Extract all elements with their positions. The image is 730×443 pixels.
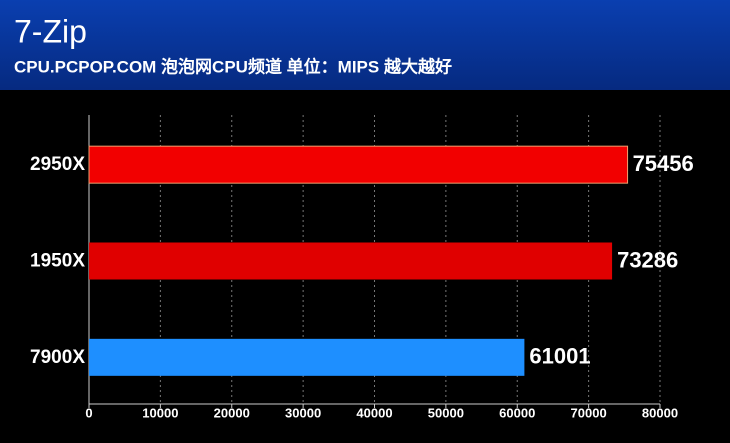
x-tick-label: 10000 xyxy=(142,405,178,420)
value-label: 73286 xyxy=(617,247,678,272)
chart-title: 7-Zip xyxy=(14,13,87,49)
value-label: 75456 xyxy=(633,151,694,176)
x-tick-label: 0 xyxy=(85,405,92,420)
x-tick-label: 80000 xyxy=(642,405,678,420)
header xyxy=(0,0,730,90)
x-tick-label: 60000 xyxy=(499,405,535,420)
value-label: 61001 xyxy=(529,344,590,369)
x-tick-label: 40000 xyxy=(356,405,392,420)
y-tick-label: 2950X xyxy=(30,154,85,175)
y-tick-label: 7900X xyxy=(30,347,85,368)
bar xyxy=(88,145,629,184)
x-tick-label: 30000 xyxy=(285,405,321,420)
chart-subtitle: CPU.PCPOP.COM 泡泡网CPU频道 单位：MIPS 越大越好 xyxy=(14,56,452,76)
x-tick-label: 20000 xyxy=(214,405,250,420)
bar xyxy=(89,338,525,376)
x-tick-label: 50000 xyxy=(428,405,464,420)
bar xyxy=(89,242,613,280)
x-tick-label: 70000 xyxy=(571,405,607,420)
plot-area: 0 10000 20000 30000 40000 50000 60000 70000 8000… xyxy=(30,115,694,420)
y-tick-label: 1950X xyxy=(30,251,85,272)
